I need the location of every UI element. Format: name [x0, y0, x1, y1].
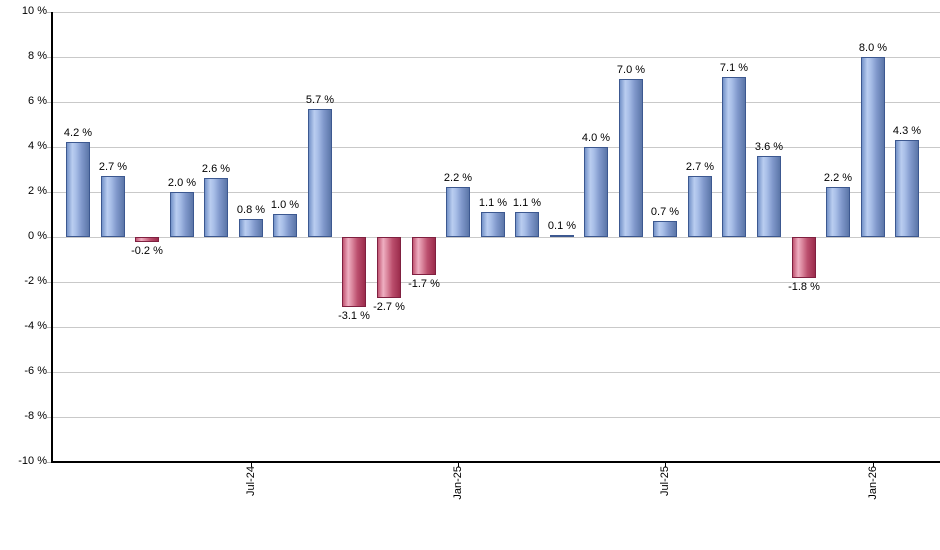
bar-value-label: 2.7 %: [685, 161, 715, 173]
bar-value-label: 4.3 %: [892, 125, 922, 137]
positive-bar: [170, 192, 194, 237]
y-tick-label: -6 %: [24, 365, 47, 377]
gridline: [51, 192, 940, 193]
y-tick-mark: [47, 102, 51, 103]
x-tick-label: Jul-24: [244, 466, 257, 496]
bar-value-label: 3.6 %: [754, 141, 784, 153]
gridline: [51, 327, 940, 328]
y-tick-mark: [47, 237, 51, 238]
bar-value-label: -0.2 %: [131, 245, 163, 257]
y-tick-mark: [47, 462, 51, 463]
x-axis-line: [51, 461, 940, 463]
y-tick-label: -4 %: [24, 320, 47, 332]
x-tick-mark: [872, 462, 874, 467]
x-tick-label: Jul-25: [659, 466, 672, 496]
y-tick-label: 4 %: [28, 140, 47, 152]
positive-bar: [688, 176, 712, 237]
bar-value-label: 2.6 %: [201, 163, 231, 175]
positive-bar: [204, 178, 228, 237]
bar-value-label: 8.0 %: [858, 42, 888, 54]
y-tick-mark: [47, 147, 51, 148]
x-tick-label: Jan-26: [866, 466, 879, 500]
bar-value-label: 0.7 %: [650, 206, 680, 218]
bar-value-label: 7.0 %: [616, 64, 646, 76]
positive-bar: [895, 140, 919, 237]
x-tick-mark: [665, 462, 667, 467]
positive-bar: [481, 212, 505, 237]
negative-bar: [342, 237, 366, 307]
y-tick-label: 6 %: [28, 95, 47, 107]
bar-value-label: 2.7 %: [98, 161, 128, 173]
negative-bar: [377, 237, 401, 298]
y-tick-label: 0 %: [28, 230, 47, 242]
y-tick-label: -2 %: [24, 275, 47, 287]
y-tick-mark: [47, 192, 51, 193]
bar-value-label: 1.1 %: [478, 197, 508, 209]
gridline: [51, 57, 940, 58]
y-tick-mark: [47, 417, 51, 418]
gridline: [51, 237, 940, 238]
y-tick-mark: [47, 12, 51, 13]
positive-bar: [861, 57, 885, 237]
positive-bar: [826, 187, 850, 237]
gridline: [51, 147, 940, 148]
bar-value-label: -1.8 %: [788, 281, 820, 293]
y-tick-label: -10 %: [18, 455, 47, 467]
bar-value-label: 2.2 %: [443, 172, 473, 184]
bar-value-label: 5.7 %: [305, 94, 335, 106]
bar-value-label: -1.7 %: [408, 278, 440, 290]
bar-value-label: 4.2 %: [63, 127, 93, 139]
positive-bar: [619, 79, 643, 237]
bar-value-label: 1.1 %: [512, 197, 542, 209]
negative-bar: [135, 237, 159, 242]
gridline: [51, 282, 940, 283]
x-tick-mark: [458, 462, 460, 467]
y-tick-label: 2 %: [28, 185, 47, 197]
positive-bar: [550, 235, 574, 237]
positive-bar: [101, 176, 125, 237]
gridline: [51, 102, 940, 103]
x-tick-mark: [250, 462, 252, 467]
y-tick-label: -8 %: [24, 410, 47, 422]
positive-bar: [722, 77, 746, 237]
positive-bar: [66, 142, 90, 237]
positive-bar: [446, 187, 470, 237]
y-tick-mark: [47, 327, 51, 328]
gridline: [51, 372, 940, 373]
positive-bar: [515, 212, 539, 237]
gridline: [51, 12, 940, 13]
bar-value-label: -3.1 %: [338, 310, 370, 322]
bar-value-label: 4.0 %: [581, 132, 611, 144]
y-tick-label: 10 %: [21, 5, 47, 17]
y-tick-label: 8 %: [28, 50, 47, 62]
y-axis-line: [51, 12, 53, 462]
bar-value-label: 1.0 %: [270, 199, 300, 211]
positive-bar: [273, 214, 297, 237]
bar-value-label: -2.7 %: [373, 301, 405, 313]
positive-bar: [308, 109, 332, 237]
y-tick-mark: [47, 57, 51, 58]
bar-value-label: 2.2 %: [823, 172, 853, 184]
bar-value-label: 7.1 %: [719, 62, 749, 74]
x-tick-label: Jan-25: [452, 466, 465, 500]
negative-bar: [412, 237, 436, 275]
positive-bar: [584, 147, 608, 237]
y-tick-mark: [47, 282, 51, 283]
y-tick-mark: [47, 372, 51, 373]
gridline: [51, 417, 940, 418]
positive-bar: [653, 221, 677, 237]
bar-value-label: 0.1 %: [547, 220, 577, 232]
positive-bar: [757, 156, 781, 237]
bar-value-label: 0.8 %: [236, 204, 266, 216]
positive-bar: [239, 219, 263, 237]
bar-value-label: 2.0 %: [167, 177, 197, 189]
negative-bar: [792, 237, 816, 278]
